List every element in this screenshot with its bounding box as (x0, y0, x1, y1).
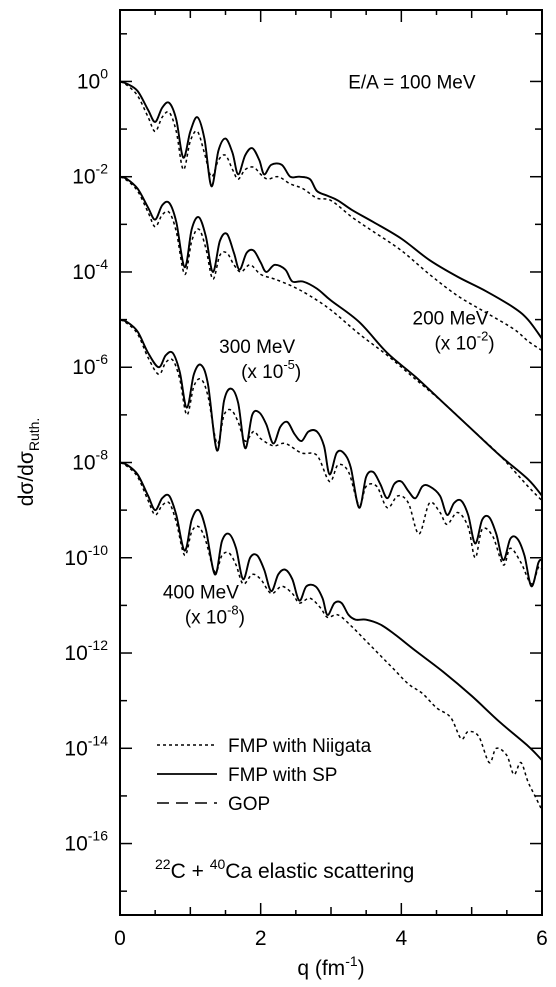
y-tick-label: 100 (77, 65, 108, 93)
annotation-scale-tail: ) (488, 333, 494, 354)
annotation-scale-exp: -2 (477, 328, 489, 343)
curve-gop-200mev (119, 176, 543, 497)
chart-title: 22C + 40Ca elastic scattering (155, 856, 414, 883)
curve-gop-100mev (119, 80, 543, 340)
y-tick-label: 10-12 (64, 637, 108, 665)
y-tick-label-base: 10 (64, 547, 87, 570)
axis-ticks (119, 10, 543, 915)
title-text-2: Ca elastic scattering (225, 860, 414, 883)
annotation-scale-tail: ) (239, 607, 245, 628)
y-tick-label-base: 10 (64, 737, 87, 760)
legend: FMP with Niigata FMP with SP GOP (157, 736, 372, 815)
y-tick-label-exp: -4 (96, 256, 109, 272)
x-axis-label-sup: -1 (345, 953, 358, 969)
y-axis-label-main: dσ/dσ (15, 451, 38, 506)
curve-gop-400mev (119, 461, 543, 761)
annotation-scale-base: (x 10 (241, 362, 283, 383)
y-tick-label-exp: -6 (96, 351, 109, 367)
y-tick-label: 10-4 (72, 256, 108, 284)
y-tick-label-exp: -14 (88, 732, 108, 748)
y-tick-label-base: 10 (72, 452, 95, 475)
x-tick-label: 2 (255, 927, 267, 950)
curve-niigata-400mev (119, 461, 543, 811)
y-tick-label-exp: -10 (88, 542, 108, 558)
x-axis-label-base: q (fm (297, 957, 345, 980)
curve-niigata-100mev (119, 80, 543, 352)
y-axis-label-sub: Ruth. (26, 418, 42, 451)
title-sup-22: 22 (155, 856, 171, 872)
x-tick-label: 4 (395, 927, 407, 950)
y-tick-label-exp: -2 (96, 161, 109, 177)
annotation-scale-exp: -8 (227, 602, 239, 617)
y-tick-label: 10-2 (72, 161, 108, 189)
title-text-1: C + (171, 860, 210, 883)
legend-label-niigata: FMP with Niigata (228, 736, 372, 757)
y-tick-label-base: 10 (64, 833, 87, 856)
curve-niigata-200mev (119, 176, 543, 502)
legend-label-gop: GOP (228, 794, 270, 815)
title-sup-40: 40 (210, 856, 226, 872)
y-tick-label: 10-6 (72, 351, 108, 379)
y-tick-label-exp: -8 (96, 447, 109, 463)
y-tick-label-base: 10 (77, 70, 100, 93)
x-tick-labels: 0 2 4 6 (114, 927, 548, 950)
annotation-scale-e300: (x 10-5) (241, 357, 301, 383)
annotation-scale-base: (x 10 (434, 333, 476, 354)
y-tick-label-base: 10 (72, 261, 95, 284)
x-axis-label-tail: ) (358, 957, 365, 980)
annotation-e300: 300 MeV (219, 337, 295, 358)
annotation-e400: 400 MeV (163, 582, 239, 603)
curves-layer (119, 80, 543, 811)
x-tick-label: 6 (536, 927, 548, 950)
x-tick-label: 0 (114, 927, 126, 950)
annotation-e200: 200 MeV (413, 308, 489, 329)
y-tick-label-exp: -16 (88, 828, 108, 844)
annotation-scale-base: (x 10 (185, 607, 227, 628)
x-axis-label: q (fm-1) (297, 953, 364, 980)
y-tick-label-base: 10 (72, 166, 95, 189)
y-tick-label-exp: 0 (100, 65, 108, 81)
y-tick-label-base: 10 (64, 642, 87, 665)
curve-gop-300mev (119, 318, 543, 588)
annotation-scale-e400: (x 10-8) (185, 602, 245, 628)
annotation-scale-e200: (x 10-2) (434, 328, 494, 354)
y-axis-label: dσ/dσRuth. (15, 418, 42, 507)
annotation-scale-tail: ) (295, 362, 301, 383)
y-tick-label: 10-8 (72, 447, 108, 475)
y-tick-label: 10-10 (64, 542, 108, 570)
legend-label-sp: FMP with SP (228, 765, 337, 786)
y-tick-label: 10-14 (64, 732, 108, 760)
y-tick-label: 10-16 (64, 828, 108, 856)
curve-niigata-300mev (119, 318, 543, 585)
y-tick-label-base: 10 (72, 356, 95, 379)
annotation-e100: E/A = 100 MeV (348, 73, 476, 94)
annotation-scale-exp: -5 (283, 357, 295, 372)
y-tick-label-exp: -12 (88, 637, 108, 653)
